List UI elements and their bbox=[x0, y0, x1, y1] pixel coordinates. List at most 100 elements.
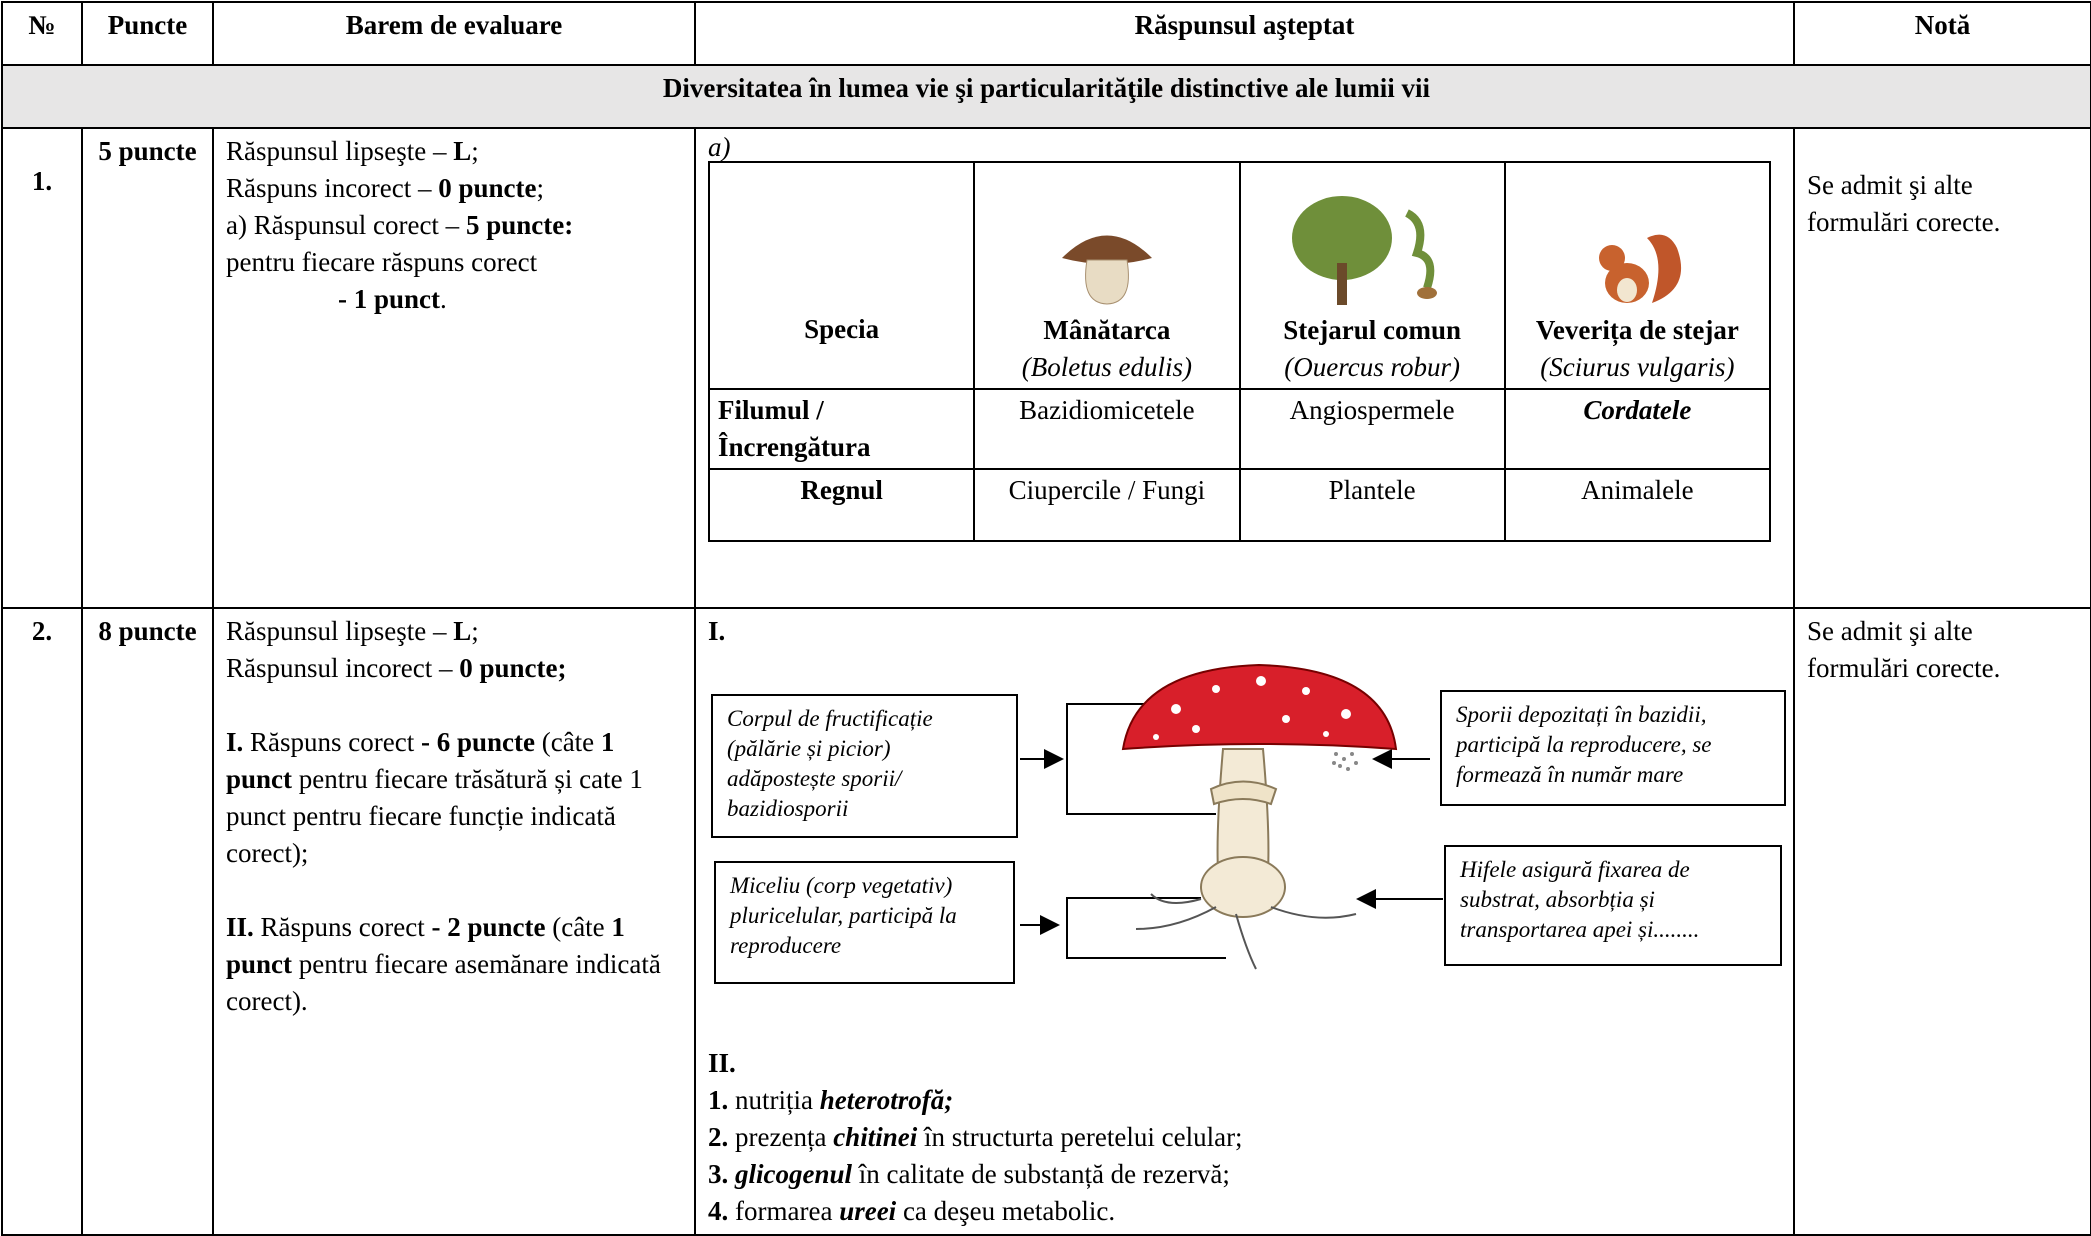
text: ; bbox=[471, 616, 479, 646]
species-name: Veverița de stejar bbox=[1535, 315, 1739, 345]
cell: Cordatele bbox=[1503, 388, 1772, 470]
text: ca deşeu metabolic. bbox=[896, 1196, 1116, 1226]
section-row: Diversitatea în lumea vie şi particulari… bbox=[1, 64, 2091, 129]
row: 2. 8 puncte Răspunsul lipseşte – L; Răsp… bbox=[1, 607, 2091, 1236]
criteria: Răspunsul lipseşte – L; Răspunsul incore… bbox=[212, 607, 696, 1236]
part-label: II. bbox=[708, 1048, 736, 1078]
text: Răspuns corect bbox=[253, 912, 432, 942]
header-row: № Puncte Barem de evaluare Răspunsul aşt… bbox=[1, 1, 2091, 66]
text: . bbox=[440, 284, 447, 314]
cell: Bazidiomicetele bbox=[973, 388, 1241, 470]
row-points: 5 puncte bbox=[81, 127, 214, 609]
list-item: 3. glicogenul în calitate de substanță d… bbox=[708, 1156, 1781, 1193]
species-row: Regnul Ciupercile / Fungi Plantele Anima… bbox=[707, 468, 1772, 542]
cell: Animalele bbox=[1503, 468, 1772, 542]
criteria-line: Răspunsul lipseşte – L; bbox=[226, 133, 682, 170]
row-points: 8 puncte bbox=[81, 607, 214, 1236]
text: I. bbox=[226, 727, 244, 757]
label-box: Hifele asigură fixarea de substrat, abso… bbox=[1444, 845, 1782, 966]
answer: I. bbox=[694, 607, 1795, 1236]
mushroom-icon bbox=[1061, 235, 1152, 305]
cell: Angiospermele bbox=[1238, 388, 1506, 470]
criteria-line: pentru fiecare răspuns corect bbox=[226, 244, 682, 281]
text: 2. bbox=[708, 1122, 735, 1152]
text: - 6 puncte bbox=[420, 727, 535, 757]
cell: Plantele bbox=[1238, 468, 1506, 542]
text: glicogenul bbox=[735, 1159, 853, 1189]
answer: a) Specia Mânătarca (Boletus edulis) Ste… bbox=[694, 127, 1795, 609]
text: L bbox=[453, 136, 472, 166]
text: Răspunsul incorect – bbox=[226, 653, 460, 683]
text: formarea bbox=[735, 1196, 840, 1226]
species-latin: (Ouercus robur) bbox=[1284, 352, 1460, 382]
cell: Ciupercile / Fungi bbox=[973, 468, 1241, 542]
header-cell: Răspunsul aşteptat bbox=[694, 1, 1795, 66]
label-box: Miceliu (corp vegetativ) pluricelular, p… bbox=[714, 861, 1015, 984]
row-header: Filumul / Încrengătura bbox=[707, 388, 976, 470]
text: 1 punct bbox=[226, 727, 615, 794]
diagram: Corpul de fructificație (pălărie și pici… bbox=[708, 650, 1786, 1045]
text: 1 punct bbox=[226, 912, 625, 979]
text: a) Răspunsul corect – bbox=[226, 210, 466, 240]
row-number: 1. bbox=[1, 127, 83, 609]
criteria-line: Răspuns incorect – 0 puncte; bbox=[226, 170, 682, 207]
list-item: 2. prezența chitinei în structurta peret… bbox=[708, 1119, 1781, 1156]
species-cell: Stejarul comun (Ouercus robur) bbox=[1238, 161, 1506, 390]
species-row: Filumul / Încrengătura Bazidiomicetele A… bbox=[707, 388, 1772, 470]
species-latin: (Boletus edulis) bbox=[1021, 352, 1192, 382]
note: Se admit şi alte formulări corecte. bbox=[1793, 607, 2091, 1236]
header-cell: Puncte bbox=[81, 1, 214, 66]
text: - 1 punct bbox=[338, 284, 441, 314]
text: (câte bbox=[545, 912, 612, 942]
row: 1. 5 puncte Răspunsul lipseşte – L; Răsp… bbox=[1, 127, 2091, 609]
oak-icon bbox=[1292, 196, 1438, 305]
header-cell: № bbox=[1, 1, 83, 66]
text: chitinei bbox=[833, 1122, 918, 1152]
text: Răspunsul lipseşte – bbox=[226, 136, 454, 166]
criteria-line: - 1 punct. bbox=[226, 281, 682, 318]
row-header: Regnul bbox=[707, 468, 976, 542]
text: nutriția bbox=[735, 1085, 820, 1115]
text: în structurta peretelui celular; bbox=[917, 1122, 1243, 1152]
label-box: Corpul de fructificație (pălărie și pici… bbox=[711, 694, 1018, 838]
mushroom-diagram bbox=[1020, 663, 1443, 970]
list-item: 1. nutriția heterotrofă; bbox=[708, 1082, 1781, 1119]
list-item: 4. formarea ureei ca deşeu metabolic. bbox=[708, 1193, 1781, 1230]
header-cell: Notă bbox=[1793, 1, 2091, 66]
species-table: Specia Mânătarca (Boletus edulis) Stejar… bbox=[707, 161, 1772, 542]
text: Răspuns incorect – bbox=[226, 173, 439, 203]
species-name: Stejarul comun bbox=[1283, 315, 1461, 345]
header-cell: Barem de evaluare bbox=[212, 1, 696, 66]
note: Se admit şi alte formulări corecte. bbox=[1793, 127, 2091, 609]
answer-label: a) bbox=[708, 132, 731, 162]
text: pentru fiecare trăsătură și cate 1 punct… bbox=[226, 764, 643, 868]
row-number: 2. bbox=[1, 607, 83, 1236]
criteria: Răspunsul lipseşte – L; Răspuns incorect… bbox=[212, 127, 696, 609]
text: Răspunsul lipseşte – bbox=[226, 616, 454, 646]
text: 3. bbox=[708, 1159, 735, 1189]
text: heterotrofă; bbox=[819, 1085, 954, 1115]
text: 0 puncte; bbox=[459, 653, 567, 683]
text: ; bbox=[536, 173, 544, 203]
text: 5 puncte: bbox=[465, 210, 574, 240]
text: pentru fiecare răspuns corect bbox=[226, 247, 538, 277]
text: prezența bbox=[735, 1122, 834, 1152]
section-title: Diversitatea în lumea vie şi particulari… bbox=[1, 64, 2091, 129]
criteria-paragraph: II. Răspuns corect - 2 puncte (câte 1 pu… bbox=[226, 909, 682, 1020]
text: ureei bbox=[839, 1196, 897, 1226]
species-latin: (Sciurus vulgaris) bbox=[1540, 352, 1735, 382]
text: II. bbox=[226, 912, 254, 942]
squirrel-icon bbox=[1599, 234, 1682, 303]
species-cell: Mânătarca (Boletus edulis) bbox=[973, 161, 1241, 390]
criteria-line: Răspunsul lipseşte – L; bbox=[226, 613, 682, 650]
criteria-line: a) Răspunsul corect – 5 puncte: bbox=[226, 207, 682, 244]
text: pentru fiecare asemănare indicată corect… bbox=[226, 949, 661, 1016]
label-box: Sporii depozitați în bazidii, participă … bbox=[1440, 690, 1786, 806]
species-name: Mânătarca bbox=[1043, 315, 1171, 345]
text: - 2 puncte bbox=[431, 912, 546, 942]
text: ; bbox=[471, 136, 479, 166]
text: L bbox=[453, 616, 472, 646]
text: în calitate de substanță de rezervă; bbox=[852, 1159, 1230, 1189]
